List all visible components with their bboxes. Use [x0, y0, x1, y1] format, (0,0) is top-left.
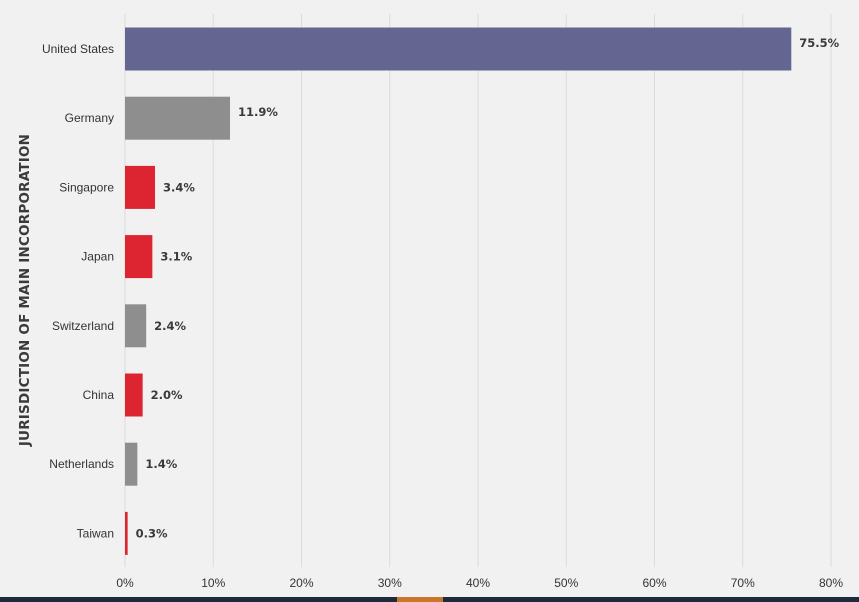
- x-tick-label: 10%: [201, 576, 225, 590]
- gridlines: [124, 14, 832, 567]
- category-label: Singapore: [59, 180, 114, 194]
- category-label: Japan: [81, 250, 114, 264]
- bar: [125, 96, 231, 140]
- value-label: 75.5%: [799, 36, 839, 50]
- value-label: 11.9%: [238, 105, 278, 119]
- bar: [125, 511, 128, 555]
- value-label: 2.4%: [154, 319, 186, 333]
- bars: [125, 27, 792, 555]
- x-tick-label: 20%: [289, 576, 313, 590]
- bar: [125, 235, 153, 279]
- category-label: China: [83, 388, 115, 402]
- value-label: 0.3%: [136, 526, 168, 540]
- value-label: 3.1%: [160, 250, 192, 264]
- labels: 0% 10% 20% 30% 40% 50% 60% 70% 80% United States 7…: [42, 36, 843, 590]
- bar: [125, 442, 138, 486]
- category-label: Switzerland: [52, 319, 114, 333]
- bar: [125, 27, 792, 71]
- category-label: Taiwan: [77, 526, 114, 540]
- bar: [125, 165, 156, 209]
- x-tick-label: 40%: [466, 576, 490, 590]
- bar: [125, 373, 143, 417]
- bar: [125, 304, 147, 348]
- x-tick-label: 30%: [378, 576, 402, 590]
- x-tick-label: 50%: [554, 576, 578, 590]
- bottom-accent: [397, 597, 443, 602]
- value-label: 1.4%: [145, 457, 177, 471]
- x-tick-label: 70%: [731, 576, 755, 590]
- value-label: 3.4%: [163, 180, 195, 194]
- value-label: 2.0%: [151, 388, 183, 402]
- x-tick-label: 60%: [642, 576, 666, 590]
- category-label: Germany: [65, 111, 114, 125]
- category-label: United States: [42, 42, 114, 56]
- x-tick-label: 80%: [819, 576, 843, 590]
- x-tick-label: 0%: [116, 576, 134, 590]
- category-label: Netherlands: [49, 457, 114, 471]
